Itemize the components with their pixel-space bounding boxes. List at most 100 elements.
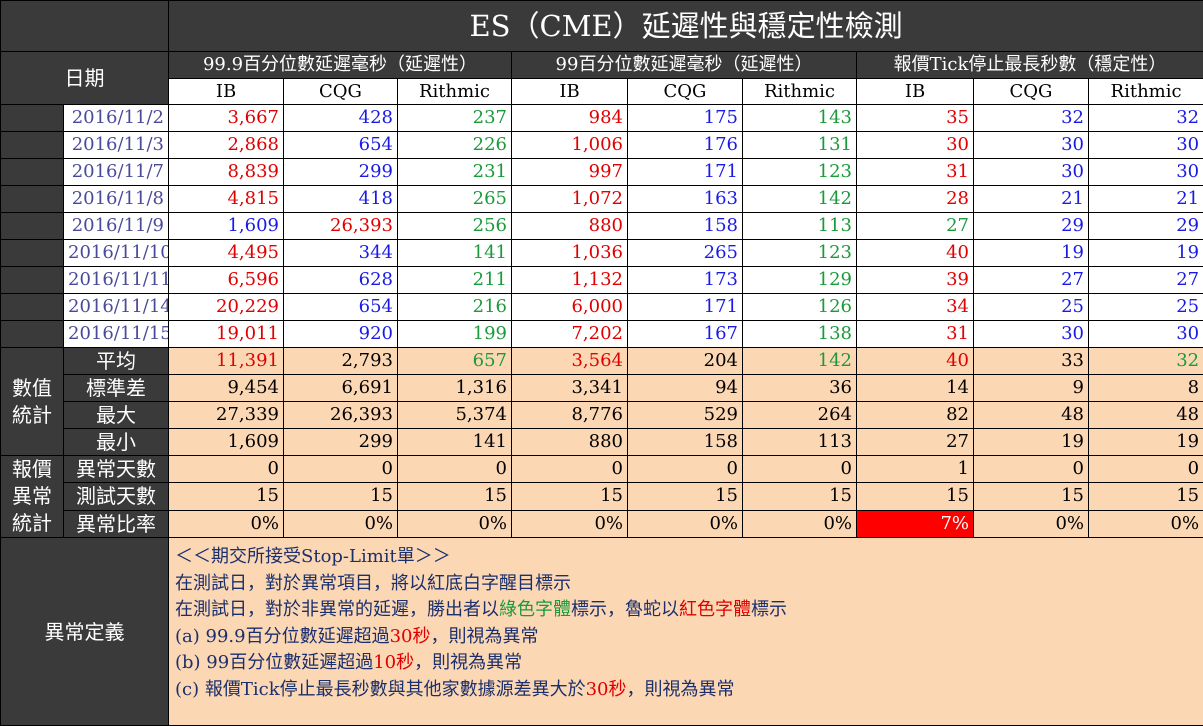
data-cell: 158 [627, 212, 743, 240]
data-cell: 30 [973, 320, 1089, 348]
definition-line: (c) 報價Tick停止最長秒數與其他家數據源差異大於30秒，則視為異常 [175, 678, 735, 700]
data-cell: 143 [742, 104, 857, 132]
anomaly-cell: 0% [742, 509, 857, 539]
stats-cell: 6,691 [283, 374, 398, 402]
row-spacer [0, 158, 64, 186]
data-cell: 199 [397, 320, 512, 348]
anomaly-cell: 0% [1087, 509, 1203, 539]
definition-label: 異常定義 [0, 537, 169, 726]
stats-cell: 158 [627, 428, 743, 456]
stats-cell: 48 [973, 401, 1089, 429]
data-cell: 31 [856, 320, 974, 348]
data-cell: 30 [973, 131, 1089, 159]
data-cell: 19 [1087, 239, 1203, 267]
stats-label: 最大 [63, 401, 169, 429]
column-header: Rithmic [397, 78, 512, 105]
data-cell: 25 [1087, 293, 1203, 321]
data-cell: 3,667 [168, 104, 284, 132]
column-header: Rithmic [742, 78, 857, 105]
stats-row: 最小 1,609 299 141 880 158 113 27 19 19 [1, 428, 1203, 456]
data-cell: 29 [1087, 212, 1203, 240]
data-cell: 32 [973, 104, 1089, 132]
data-cell: 211 [397, 266, 512, 294]
data-cell: 27 [1087, 266, 1203, 294]
table-row: 2016/11/7 8,839 299 231 997 171 123 31 30 30 [0, 158, 1203, 186]
anomaly-cell: 15 [742, 482, 857, 511]
table-row: 2016/11/14 20,229 654 216 6,000 171 126 34 25 25 [0, 293, 1203, 321]
data-cell: 113 [742, 212, 857, 240]
table-row: 2016/11/9 1,609 26,393 256 880 158 113 27 29 29 [0, 212, 1203, 240]
anomaly-cell: 15 [627, 482, 743, 511]
data-cell: 40 [856, 239, 974, 267]
data-cell: 123 [742, 239, 857, 267]
data-cell: 997 [511, 158, 628, 186]
data-cell: 26,393 [283, 212, 398, 240]
anomaly-cell: 15 [397, 482, 512, 511]
anomaly-cell: 15 [856, 482, 974, 511]
data-cell: 35 [856, 104, 974, 132]
stats-row: 標準差 9,454 6,691 1,316 3,341 94 36 14 9 8 [1, 374, 1203, 402]
data-cell: 256 [397, 212, 512, 240]
data-cell: 6,000 [511, 293, 628, 321]
stats-cell: 657 [397, 347, 512, 375]
data-cell: 28 [856, 185, 974, 213]
data-cell: 1,132 [511, 266, 628, 294]
anomaly-row: 報價異常統計 異常天數 0 0 0 0 0 0 1 0 0 [0, 454, 1203, 538]
data-cell: 1,609 [168, 212, 284, 240]
data-cell: 21 [1087, 185, 1203, 213]
data-cell: 654 [283, 293, 398, 321]
alert-cell: 7% [856, 509, 974, 539]
stats-cell: 26,393 [283, 401, 398, 429]
row-spacer [0, 212, 64, 240]
column-header: CQG [973, 78, 1089, 105]
stats-cell: 1,609 [168, 428, 284, 456]
data-cell: 30 [973, 158, 1089, 186]
data-cell: 1,006 [511, 131, 628, 159]
data-cell: 138 [742, 320, 857, 348]
data-cell: 21 [973, 185, 1089, 213]
stats-cell: 299 [283, 428, 398, 456]
data-cell: 142 [742, 185, 857, 213]
stats-cell: 27,339 [168, 401, 284, 429]
anomaly-cell: 0% [511, 509, 628, 539]
data-cell: 31 [856, 158, 974, 186]
page-title: ES（CME）延遲性與穩定性檢測 [167, 0, 1203, 52]
row-date: 2016/11/10 [63, 239, 169, 267]
anomaly-cell: 0 [283, 454, 398, 484]
anomaly-cell: 15 [973, 482, 1089, 511]
anomaly-cell: 0 [511, 454, 628, 484]
data-cell: 27 [973, 266, 1089, 294]
column-header: Rithmic [1087, 78, 1203, 105]
data-cell: 20,229 [168, 293, 284, 321]
data-cell: 39 [856, 266, 974, 294]
data-cell: 231 [397, 158, 512, 186]
row-date: 2016/11/15 [63, 320, 169, 348]
data-cell: 418 [283, 185, 398, 213]
data-cell: 216 [397, 293, 512, 321]
data-cell: 880 [511, 212, 628, 240]
stats-cell: 94 [627, 374, 743, 402]
row-spacer [0, 293, 64, 321]
anomaly-cell: 15 [1087, 482, 1203, 511]
data-cell: 344 [283, 239, 398, 267]
row-spacer [0, 320, 64, 348]
data-cell: 27 [856, 212, 974, 240]
stats-cell: 9 [973, 374, 1089, 402]
title-spacer [0, 0, 169, 52]
data-cell: 171 [627, 293, 743, 321]
data-cell: 265 [627, 239, 743, 267]
anomaly-cell: 15 [511, 482, 628, 511]
data-cell: 175 [627, 104, 743, 132]
row-date: 2016/11/3 [63, 131, 169, 159]
anomaly-cell: 0 [397, 454, 512, 484]
stats-cell: 142 [742, 347, 857, 375]
stats-cell: 32 [1087, 347, 1203, 375]
group-header: 99百分位數延遲毫秒（延遲性） [511, 51, 857, 79]
table-row: 2016/11/11 6,596 628 211 1,132 173 129 39 27 27 [0, 266, 1203, 294]
stats-cell: 9,454 [168, 374, 284, 402]
data-cell: 173 [627, 266, 743, 294]
table-row: 2016/11/10 4,495 344 141 1,036 265 123 40 19 19 [0, 239, 1203, 267]
stats-cell: 880 [511, 428, 628, 456]
column-header: IB [856, 78, 974, 105]
